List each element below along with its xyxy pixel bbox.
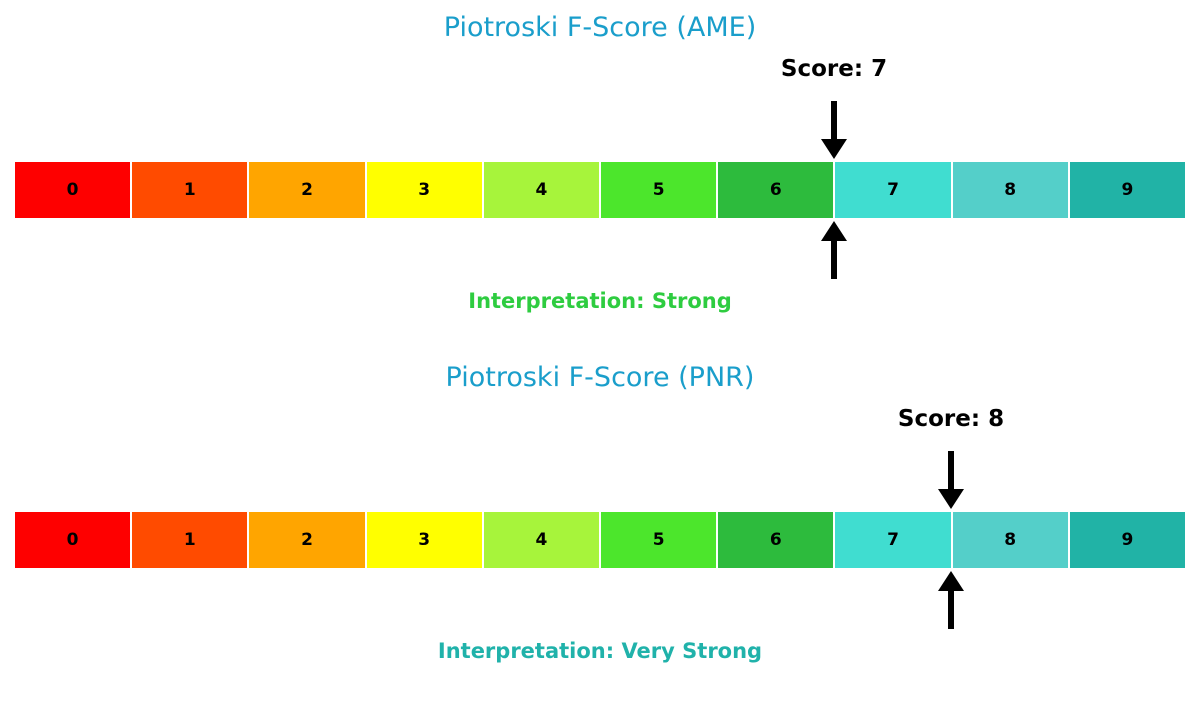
score-segment: 9	[1069, 512, 1186, 568]
interpretation-label: Interpretation: Very Strong	[437, 639, 763, 663]
score-segment: 3	[366, 512, 482, 568]
arrow-stem	[948, 451, 954, 489]
score-segment: 6	[718, 512, 834, 568]
score-segment: 2	[249, 162, 365, 218]
score-segment: 7	[835, 512, 951, 568]
score-segment: 0	[15, 162, 131, 218]
score-segment: 8	[952, 162, 1068, 218]
score-segment: 8	[952, 512, 1068, 568]
score-segment: 7	[835, 162, 951, 218]
score-segment: 6	[718, 162, 834, 218]
score-segment: 2	[249, 512, 365, 568]
arrow-head	[821, 221, 847, 241]
arrow-stem	[948, 591, 954, 629]
chart-title: Piotroski F-Score (PNR)	[445, 362, 755, 393]
score-segment: 1	[132, 512, 248, 568]
score-pointer-down-icon	[821, 101, 847, 159]
score-pointer-up-icon	[938, 571, 964, 629]
score-segment: 5	[601, 162, 717, 218]
score-label: Score: 8	[897, 406, 1005, 432]
arrow-stem	[831, 101, 837, 139]
score-segment: 3	[366, 162, 482, 218]
score-segment: 4	[483, 512, 600, 568]
chart-title: Piotroski F-Score (AME)	[443, 12, 757, 43]
score-pointer-down-icon	[938, 451, 964, 509]
arrow-head	[938, 571, 964, 591]
arrow-head	[938, 489, 964, 509]
arrow-stem	[831, 241, 837, 279]
score-segment: 5	[601, 512, 717, 568]
score-label: Score: 7	[780, 56, 888, 82]
score-pointer-up-icon	[821, 221, 847, 279]
score-segment: 1	[132, 162, 248, 218]
interpretation-label: Interpretation: Strong	[468, 289, 732, 313]
score-segment: 4	[483, 162, 600, 218]
score-segment: 0	[15, 512, 131, 568]
arrow-head	[821, 139, 847, 159]
score-segment: 9	[1069, 162, 1186, 218]
